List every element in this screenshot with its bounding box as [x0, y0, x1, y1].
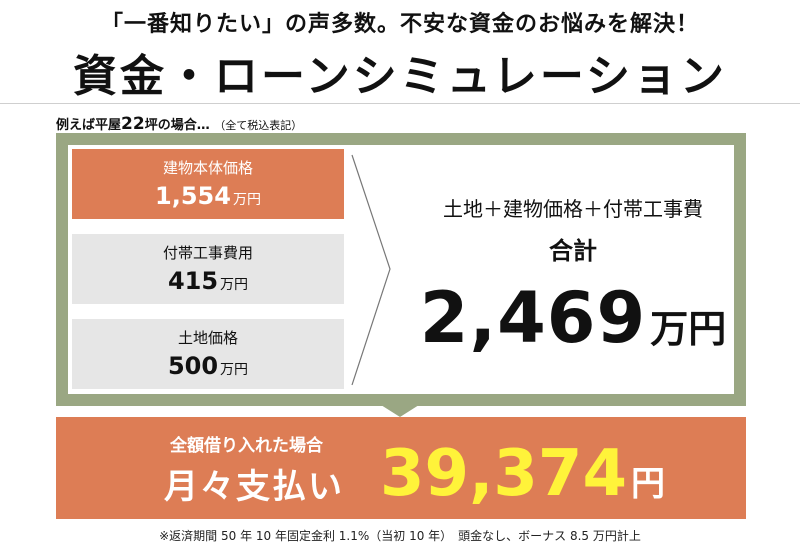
total-formula: 土地＋建物価格＋付帯工事費: [443, 197, 703, 221]
monthly-amount: 39,374 円: [380, 437, 665, 511]
example-note: （全て税込表記）: [214, 119, 303, 132]
example-prefix: 例えば平屋: [56, 118, 122, 133]
monthly-caption: 全額借り入れた場合: [170, 436, 323, 456]
footnote: ※返済期間 50 年 10 年固定金利 1.1%（当初 10 年） 頭金なし、ボ…: [159, 529, 641, 543]
cost-value-row: 500 万円: [72, 352, 344, 380]
monthly-payment-banner: 全額借り入れた場合 月々支払い 39,374 円: [56, 417, 746, 519]
page-title: 資金・ローンシミュレーション: [72, 51, 728, 102]
cost-value-row: 1,554 万円: [72, 182, 344, 210]
pointer-arrow-icon: [370, 398, 430, 417]
cost-unit: 万円: [232, 192, 261, 208]
cost-label: 建物本体価格: [162, 159, 253, 177]
example-suffix: 坪の場合…: [144, 118, 210, 133]
cost-label: 土地価格: [177, 329, 238, 347]
total-value: 2,469: [419, 277, 647, 359]
monthly-value: 39,374: [380, 437, 627, 511]
cost-panel: 建物本体価格 1,554 万円 付帯工事費用 415 万円 土地価格 500 万円 土…: [56, 133, 746, 406]
cost-value: 415: [167, 267, 219, 295]
cost-item-additional-work: 付帯工事費用 415 万円: [72, 234, 344, 304]
monthly-label: 月々支払い: [164, 467, 344, 507]
cost-unit: 万円: [220, 362, 249, 378]
total-amount: 2,469 万円: [408, 277, 738, 359]
example-size: 22: [121, 114, 145, 134]
cost-label: 付帯工事費用: [162, 244, 253, 262]
example-heading: 例えば平屋22坪の場合… （全て税込表記）: [56, 114, 302, 134]
total-label: 合計: [549, 237, 597, 265]
cost-value: 1,554: [155, 182, 231, 210]
monthly-unit: 円: [630, 464, 665, 504]
cost-value-row: 415 万円: [72, 267, 344, 295]
cost-item-land: 土地価格 500 万円: [72, 319, 344, 389]
cost-unit: 万円: [220, 277, 249, 293]
cost-item-building: 建物本体価格 1,554 万円: [72, 149, 344, 219]
page-subtitle: 「一番知りたい」の声多数。不安な資金のお悩みを解決！: [100, 12, 699, 37]
total-unit: 万円: [650, 307, 727, 351]
divider: [0, 103, 800, 104]
cost-value: 500: [167, 352, 219, 380]
chevron-right-icon: [351, 154, 391, 386]
